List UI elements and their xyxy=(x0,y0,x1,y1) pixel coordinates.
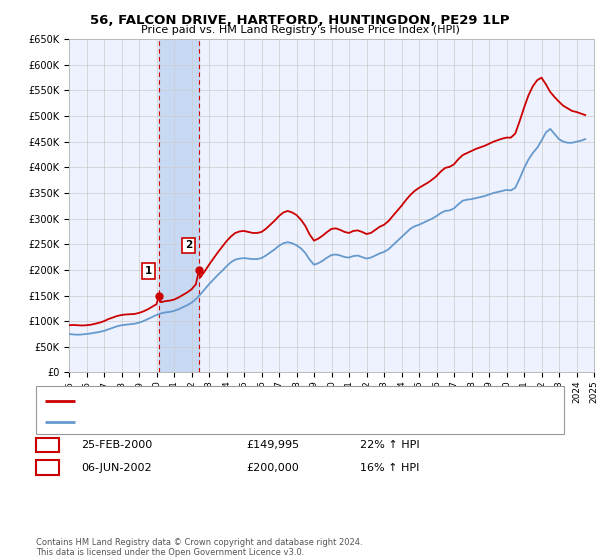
Text: Contains HM Land Registry data © Crown copyright and database right 2024.
This d: Contains HM Land Registry data © Crown c… xyxy=(36,538,362,557)
Text: £200,000: £200,000 xyxy=(246,463,299,473)
Text: 25-FEB-2000: 25-FEB-2000 xyxy=(81,440,152,450)
Text: 16% ↑ HPI: 16% ↑ HPI xyxy=(360,463,419,473)
Text: 2: 2 xyxy=(185,240,192,250)
Text: 06-JUN-2002: 06-JUN-2002 xyxy=(81,463,152,473)
Text: HPI: Average price, detached house, Huntingdonshire: HPI: Average price, detached house, Hunt… xyxy=(81,417,343,427)
Bar xyxy=(159,39,199,372)
Text: 2: 2 xyxy=(44,463,51,473)
Text: 1: 1 xyxy=(44,440,51,450)
Text: Price paid vs. HM Land Registry's House Price Index (HPI): Price paid vs. HM Land Registry's House … xyxy=(140,25,460,35)
Text: 56, FALCON DRIVE, HARTFORD, HUNTINGDON, PE29 1LP (detached house): 56, FALCON DRIVE, HARTFORD, HUNTINGDON, … xyxy=(81,396,446,405)
Text: 56, FALCON DRIVE, HARTFORD, HUNTINGDON, PE29 1LP: 56, FALCON DRIVE, HARTFORD, HUNTINGDON, … xyxy=(90,14,510,27)
Text: 1: 1 xyxy=(145,266,152,276)
Text: 22% ↑ HPI: 22% ↑ HPI xyxy=(360,440,419,450)
Text: £149,995: £149,995 xyxy=(246,440,299,450)
